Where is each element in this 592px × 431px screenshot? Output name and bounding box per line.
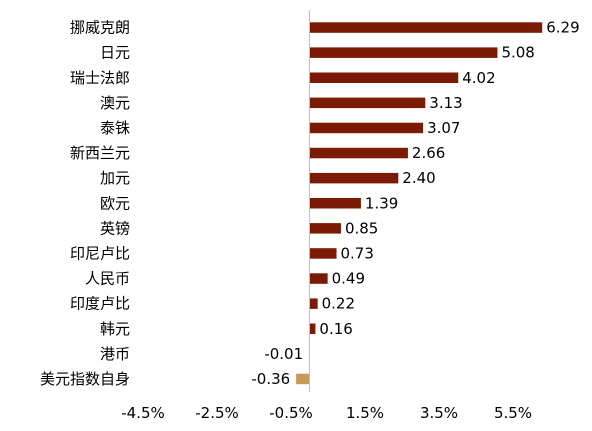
- value-label: 4.02: [462, 69, 495, 87]
- bar: [309, 223, 341, 234]
- x-tick-label: -2.5%: [195, 404, 239, 422]
- category-label: 挪威克朗: [70, 19, 130, 37]
- value-label: 3.13: [429, 94, 462, 112]
- bar: [309, 122, 424, 134]
- category-label: 新西兰元: [70, 144, 130, 162]
- value-label: 0.16: [319, 320, 352, 338]
- bar: [309, 273, 328, 284]
- x-tick-label: 1.5%: [346, 404, 384, 422]
- x-tick-label: 3.5%: [420, 404, 458, 422]
- category-label: 欧元: [100, 194, 130, 212]
- bar: [309, 298, 318, 309]
- value-label: 0.73: [341, 244, 374, 262]
- x-axis-tick-labels: -4.5% -2.5% -0.5% 1.5% 3.5% 5.5%: [121, 404, 532, 422]
- value-label: 0.22: [322, 295, 355, 313]
- bars-group: [296, 22, 543, 385]
- category-label: 印尼卢比: [70, 244, 130, 262]
- bar: [309, 323, 316, 334]
- bar: [309, 47, 498, 58]
- value-label: 0.49: [332, 270, 365, 288]
- category-label: 加元: [100, 169, 130, 187]
- value-label: 5.08: [501, 44, 534, 62]
- value-label: 1.39: [365, 194, 398, 212]
- value-label: 6.29: [546, 19, 579, 37]
- category-labels: 挪威克朗日元瑞士法郎澳元泰铢新西兰元加元欧元英镑印尼卢比人民币印度卢比韩元港币美…: [40, 19, 130, 388]
- bar: [309, 147, 408, 159]
- value-labels: 6.29 5.08 4.023.13 3.07 2.66 2.401.39 0.85 0.73…: [251, 19, 579, 388]
- category-label: 英镑: [100, 219, 130, 237]
- bar: [309, 198, 361, 209]
- bar: [309, 97, 426, 109]
- value-label: 2.66: [412, 144, 445, 162]
- value-label: -0.36: [251, 370, 290, 388]
- x-tick-label: 5.5%: [494, 404, 532, 422]
- bar: [309, 248, 337, 259]
- bar: [309, 172, 399, 184]
- value-label: -0.01: [264, 345, 303, 363]
- category-label: 印度卢比: [70, 295, 130, 313]
- bar: [309, 72, 459, 83]
- category-label: 人民币: [85, 270, 130, 288]
- x-tick-label: -0.5%: [269, 404, 313, 422]
- bar: [309, 22, 543, 33]
- x-tick-label: -4.5%: [121, 404, 165, 422]
- category-label: 日元: [100, 44, 130, 62]
- category-label: 澳元: [100, 94, 130, 112]
- value-label: 3.07: [427, 119, 460, 137]
- category-label: 瑞士法郎: [70, 69, 130, 87]
- category-label: 美元指数自身: [40, 370, 130, 388]
- category-label: 韩元: [100, 320, 130, 338]
- value-label: 0.85: [345, 219, 378, 237]
- bar: [296, 373, 310, 385]
- category-label: 泰铢: [100, 119, 130, 137]
- category-label: 港币: [100, 345, 130, 363]
- value-label: 2.40: [402, 169, 435, 187]
